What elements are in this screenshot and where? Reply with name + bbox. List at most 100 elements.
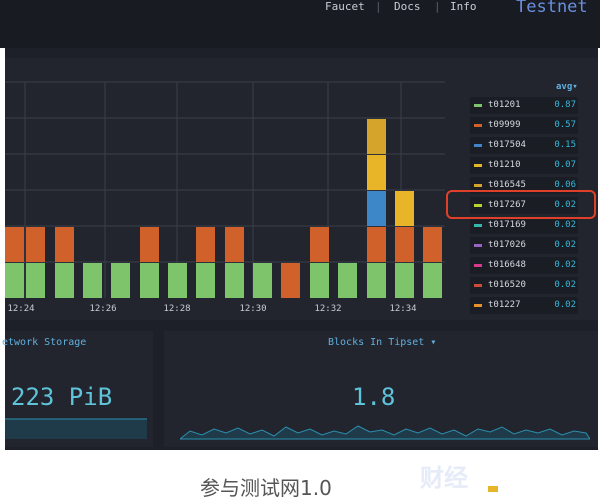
legend-name: t017169 bbox=[488, 220, 526, 230]
bar-segment-yellow bbox=[395, 191, 414, 226]
bar-segment-orange bbox=[26, 227, 45, 262]
legend-name: t017504 bbox=[488, 140, 526, 150]
legend-item-t09999[interactable]: t09999 0.57 bbox=[470, 117, 578, 134]
legend-item-t016545[interactable]: t016545 0.06 bbox=[470, 177, 578, 194]
x-tick-label: 12:32 bbox=[314, 304, 341, 314]
tipset-sparkline bbox=[180, 425, 590, 440]
legend-item-t016520[interactable]: t016520 0.02 bbox=[470, 277, 578, 294]
legend-value: 0.07 bbox=[554, 160, 576, 170]
x-tick-label: 12:26 bbox=[89, 304, 116, 314]
legend-swatch bbox=[474, 264, 482, 267]
bar-segment-gold bbox=[367, 119, 386, 154]
legend-item-t01227[interactable]: t01227 0.02 bbox=[470, 297, 578, 314]
panel-title: etwork Storage bbox=[2, 337, 87, 348]
legend-item-t01201[interactable]: t01201 0.87 bbox=[470, 97, 578, 114]
legend-item-t017026[interactable]: t017026 0.02 bbox=[470, 237, 578, 254]
legend-item-t017504[interactable]: t017504 0.15 bbox=[470, 137, 578, 154]
bar-segment-yellow bbox=[367, 155, 386, 190]
bar-segment-green bbox=[168, 263, 187, 298]
legend-swatch bbox=[474, 244, 482, 247]
legend-value: 0.57 bbox=[554, 120, 576, 130]
x-tick-label: 12:34 bbox=[389, 304, 416, 314]
legend-value: 0.02 bbox=[554, 260, 576, 270]
bar-segment-green bbox=[26, 263, 45, 298]
panel-title-dropdown[interactable]: Blocks In Tipset ▾ bbox=[328, 337, 437, 348]
bar-segment-green bbox=[423, 263, 442, 298]
panel-value: 1.8 bbox=[352, 383, 396, 411]
nav-link-faucet[interactable]: Faucet bbox=[325, 0, 365, 13]
legend-item-t017169[interactable]: t017169 0.02 bbox=[470, 217, 578, 234]
legend-name: t01210 bbox=[488, 160, 521, 170]
legend-item-t016648[interactable]: t016648 0.02 bbox=[470, 257, 578, 274]
legend-value: 0.02 bbox=[554, 240, 576, 250]
bar-segment-green bbox=[196, 263, 215, 298]
bar-segment-green bbox=[253, 263, 272, 298]
legend-swatch bbox=[474, 184, 482, 187]
panel-value: 223 PiB bbox=[11, 383, 113, 411]
nav-separator: | bbox=[434, 0, 441, 13]
legend-value: 0.15 bbox=[554, 140, 576, 150]
bar-segment-green bbox=[367, 263, 386, 298]
bar-segment-orange bbox=[140, 227, 159, 262]
nav-link-docs[interactable]: Docs bbox=[394, 0, 421, 13]
bar-segment-orange bbox=[196, 227, 215, 262]
block-winners-chart: 12:24 12:26 12:28 12:30 12:32 12:34 bbox=[5, 81, 445, 314]
legend-name: t017026 bbox=[488, 240, 526, 250]
legend-swatch bbox=[474, 224, 482, 227]
bar-segment-orange bbox=[367, 227, 386, 262]
legend-sort-avg[interactable]: avg▾ bbox=[556, 82, 578, 92]
bar-segment-green bbox=[140, 263, 159, 298]
bar-segment-green bbox=[225, 263, 244, 298]
legend-name: t09999 bbox=[488, 120, 521, 130]
bar-segment-green bbox=[83, 263, 102, 298]
bar-segment-orange bbox=[55, 227, 74, 262]
legend-value: 0.02 bbox=[554, 220, 576, 230]
legend-swatch bbox=[474, 304, 482, 307]
highlight-box bbox=[446, 190, 596, 219]
x-tick-label: 12:24 bbox=[7, 304, 34, 314]
bar-segment-green bbox=[310, 263, 329, 298]
watermark-icon bbox=[488, 486, 498, 492]
watermark-logo: 财经 bbox=[420, 464, 468, 492]
top-nav-bar: Faucet | Docs | Info Testnet bbox=[0, 0, 600, 48]
legend-name: t016520 bbox=[488, 280, 526, 290]
bar-segment-orange bbox=[281, 263, 300, 298]
legend-item-t01210[interactable]: t01210 0.07 bbox=[470, 157, 578, 174]
legend-swatch bbox=[474, 284, 482, 287]
x-tick-label: 12:30 bbox=[239, 304, 266, 314]
legend-value: 0.02 bbox=[554, 200, 576, 210]
legend-value: 0.06 bbox=[554, 180, 576, 190]
bar-segment-orange bbox=[423, 227, 442, 262]
bar-segment-blue bbox=[367, 191, 386, 226]
blocks-in-tipset-panel: Blocks In Tipset ▾ 1.8 bbox=[164, 331, 598, 447]
bar-segment-green bbox=[338, 263, 357, 298]
bar-segment-green bbox=[55, 263, 74, 298]
nav-separator: | bbox=[375, 0, 382, 13]
x-tick-label: 12:28 bbox=[163, 304, 190, 314]
legend-name: t017267 bbox=[488, 200, 526, 210]
bar-segment-orange bbox=[5, 227, 24, 262]
legend-name: t01201 bbox=[488, 100, 521, 110]
bar-segment-green bbox=[111, 263, 130, 298]
legend-item-t017267[interactable]: t017267 0.02 bbox=[470, 197, 578, 214]
network-brand: Testnet bbox=[516, 0, 588, 17]
bar-segment-green bbox=[5, 263, 24, 298]
legend-swatch bbox=[474, 124, 482, 127]
legend-name: t016545 bbox=[488, 180, 526, 190]
legend-swatch bbox=[474, 104, 482, 107]
legend-name: t01227 bbox=[488, 300, 521, 310]
legend-value: 0.87 bbox=[554, 100, 576, 110]
legend-name: t016648 bbox=[488, 260, 526, 270]
legend-value: 0.02 bbox=[554, 280, 576, 290]
nav-link-info[interactable]: Info bbox=[450, 0, 477, 13]
legend-swatch bbox=[474, 164, 482, 167]
bar-segment-green bbox=[395, 263, 414, 298]
network-storage-panel: etwork Storage 223 PiB bbox=[2, 331, 153, 447]
bar-segment-orange bbox=[395, 227, 414, 262]
legend-value: 0.02 bbox=[554, 300, 576, 310]
bar-segment-orange bbox=[310, 227, 329, 262]
legend-swatch bbox=[474, 204, 482, 207]
bar-segment-orange bbox=[225, 227, 244, 262]
legend-swatch bbox=[474, 144, 482, 147]
footer-caption: 参与测试网1.0 bbox=[200, 476, 332, 500]
